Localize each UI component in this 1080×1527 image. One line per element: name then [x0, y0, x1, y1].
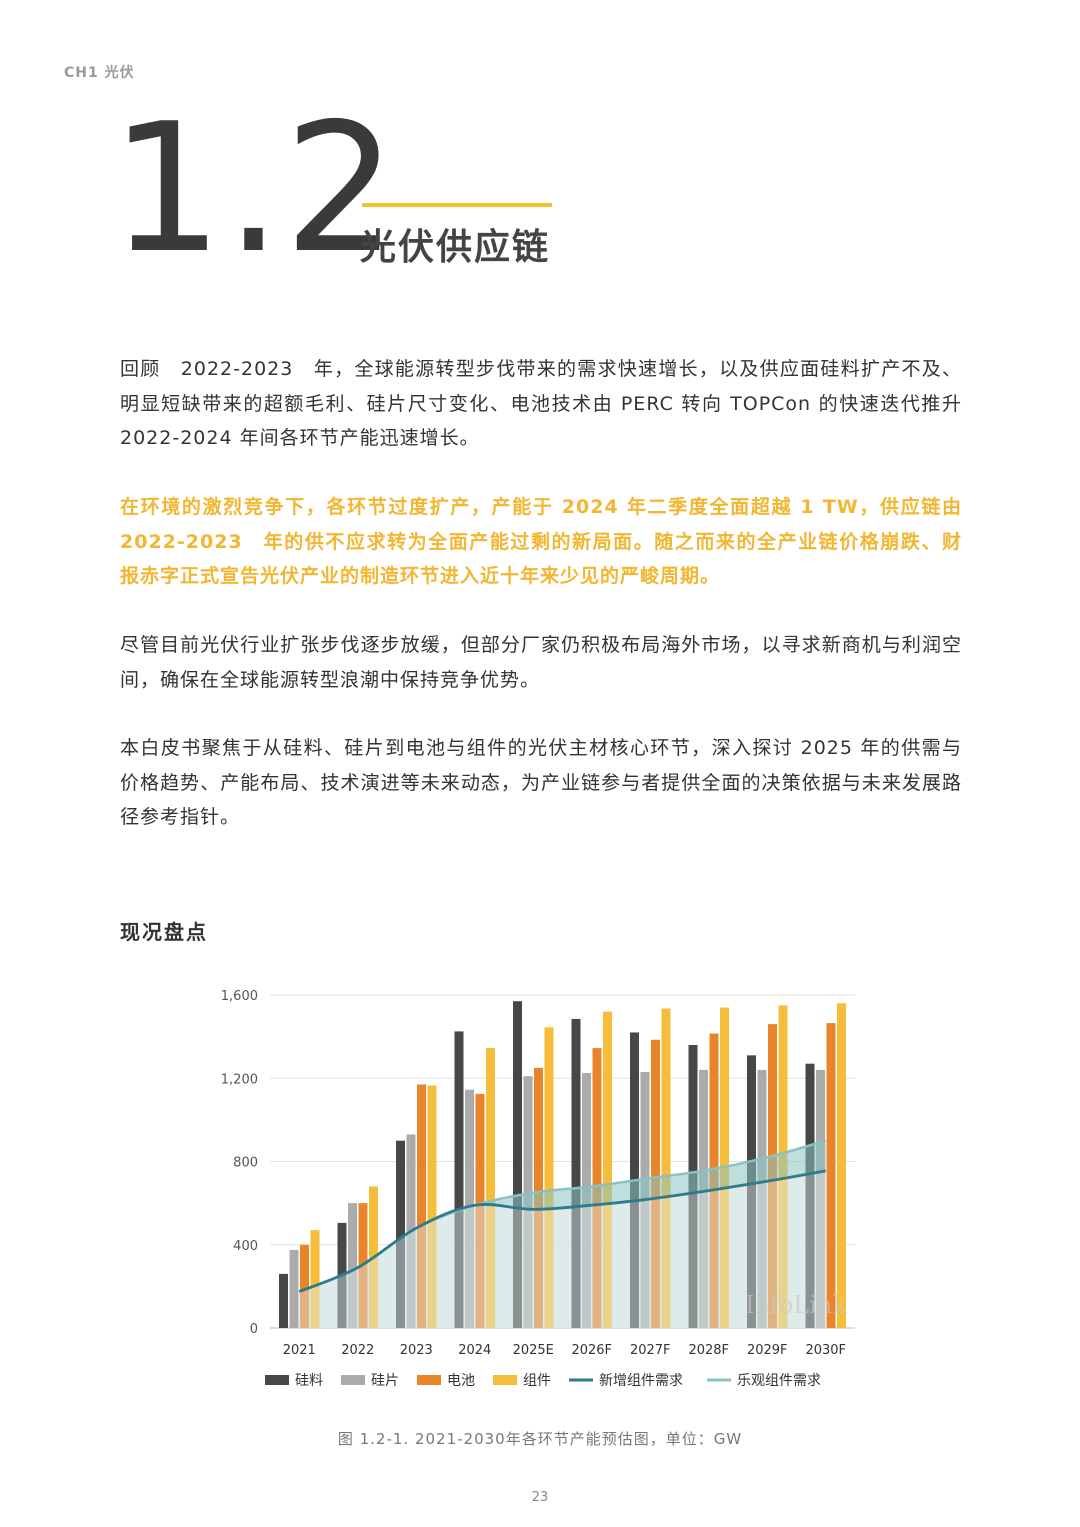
bar-硅片 [699, 1069, 708, 1328]
bar-硅片 [289, 1249, 299, 1328]
x-tick-label: 2025E [513, 1343, 554, 1358]
legend-label: 电池 [447, 1373, 475, 1389]
x-tick-label: 2022 [341, 1343, 374, 1358]
paragraph-1: 回顾 2022-2023 年，全球能源转型步伐带来的需求快速增长，以及供应面硅料… [120, 358, 962, 449]
title-accent-bar [362, 203, 552, 207]
bar-硅料 [454, 1031, 464, 1328]
bar-硅料 [396, 1140, 405, 1328]
bar-硅料 [747, 1055, 756, 1328]
bar-电池 [475, 1093, 485, 1328]
bar-硅料 [805, 1063, 815, 1328]
bar-组件 [661, 1008, 671, 1328]
page-number: 23 [531, 1490, 549, 1505]
legend-label: 硅料 [295, 1373, 323, 1389]
y-tick-label: 400 [233, 1239, 258, 1254]
subheading-status: 现况盘点 [120, 920, 208, 944]
paragraph-4: 本白皮书聚焦于从硅料、硅片到电池与组件的光伏主材核心环节，深入探讨 2025 年… [120, 737, 962, 828]
bar-电池 [300, 1244, 309, 1328]
legend-swatch-组件 [493, 1375, 517, 1385]
y-tick-label: 1,200 [221, 1072, 258, 1087]
figure-caption: 图 1.2-1. 2021-2030年各环节产能预估图，单位：GW [337, 1430, 743, 1448]
bar-电池 [826, 1023, 836, 1328]
bar-组件 [544, 1027, 554, 1328]
bar-组件 [310, 1230, 320, 1328]
y-tick-label: 800 [233, 1156, 258, 1171]
bar-硅片 [465, 1089, 474, 1328]
section-title: 光伏供应链 [360, 227, 551, 268]
x-tick-label: 2027F [630, 1343, 671, 1358]
legend-label: 乐观组件需求 [737, 1373, 821, 1389]
watermark: InfoLink [745, 1291, 847, 1319]
y-tick-label: 1,600 [221, 989, 258, 1004]
bar-组件 [427, 1085, 437, 1328]
bar-组件 [486, 1048, 495, 1328]
paragraph-2-highlight: 在环境的激烈竞争下，各环节过度扩产，产能于 2024 年二季度全面超越 1 TW… [120, 496, 983, 587]
x-tick-label: 2023 [400, 1343, 433, 1358]
capacity-chart: 0 400 800 1,200 1,600 InfoLink 2021 2022 2023 202… [221, 989, 855, 1389]
legend-swatch-硅片 [341, 1375, 365, 1385]
legend-label: 新增组件需求 [599, 1373, 683, 1389]
legend-label: 组件 [523, 1373, 551, 1389]
legend-label: 硅片 [371, 1373, 399, 1389]
section-number: 1.2 [110, 85, 400, 292]
bar-组件 [837, 1003, 846, 1328]
bar-组件 [603, 1011, 612, 1328]
x-tick-label: 2026F [571, 1343, 612, 1358]
chapter-label: CH1 光伏 [64, 65, 135, 81]
demand-area-overlay [299, 1170, 826, 1328]
optimistic-demand-band [299, 1140, 826, 1292]
x-tick-label: 2030F [805, 1343, 846, 1358]
bar-电池 [417, 1084, 426, 1328]
y-tick-label: 0 [250, 1322, 258, 1337]
x-tick-label: 2024 [458, 1343, 491, 1358]
bar-硅料 [279, 1273, 288, 1328]
x-tick-label: 2029F [747, 1343, 788, 1358]
legend-swatch-电池 [417, 1375, 441, 1385]
bar-硅料 [513, 1001, 522, 1328]
bar-硅片 [816, 1069, 825, 1328]
bar-硅料 [571, 1018, 581, 1328]
legend-swatch-硅料 [265, 1375, 289, 1385]
bar-硅片 [348, 1203, 357, 1328]
x-tick-label: 2021 [283, 1343, 316, 1358]
line-new-module-demand [298, 1169, 826, 1293]
paragraph-3: 尽管目前光伏行业扩张步伐逐步放缓，但部分厂家仍积极布局海外市场，以寻求新商机与利… [120, 634, 962, 691]
x-tick-label: 2028F [688, 1343, 729, 1358]
bar-硅片 [757, 1069, 767, 1328]
